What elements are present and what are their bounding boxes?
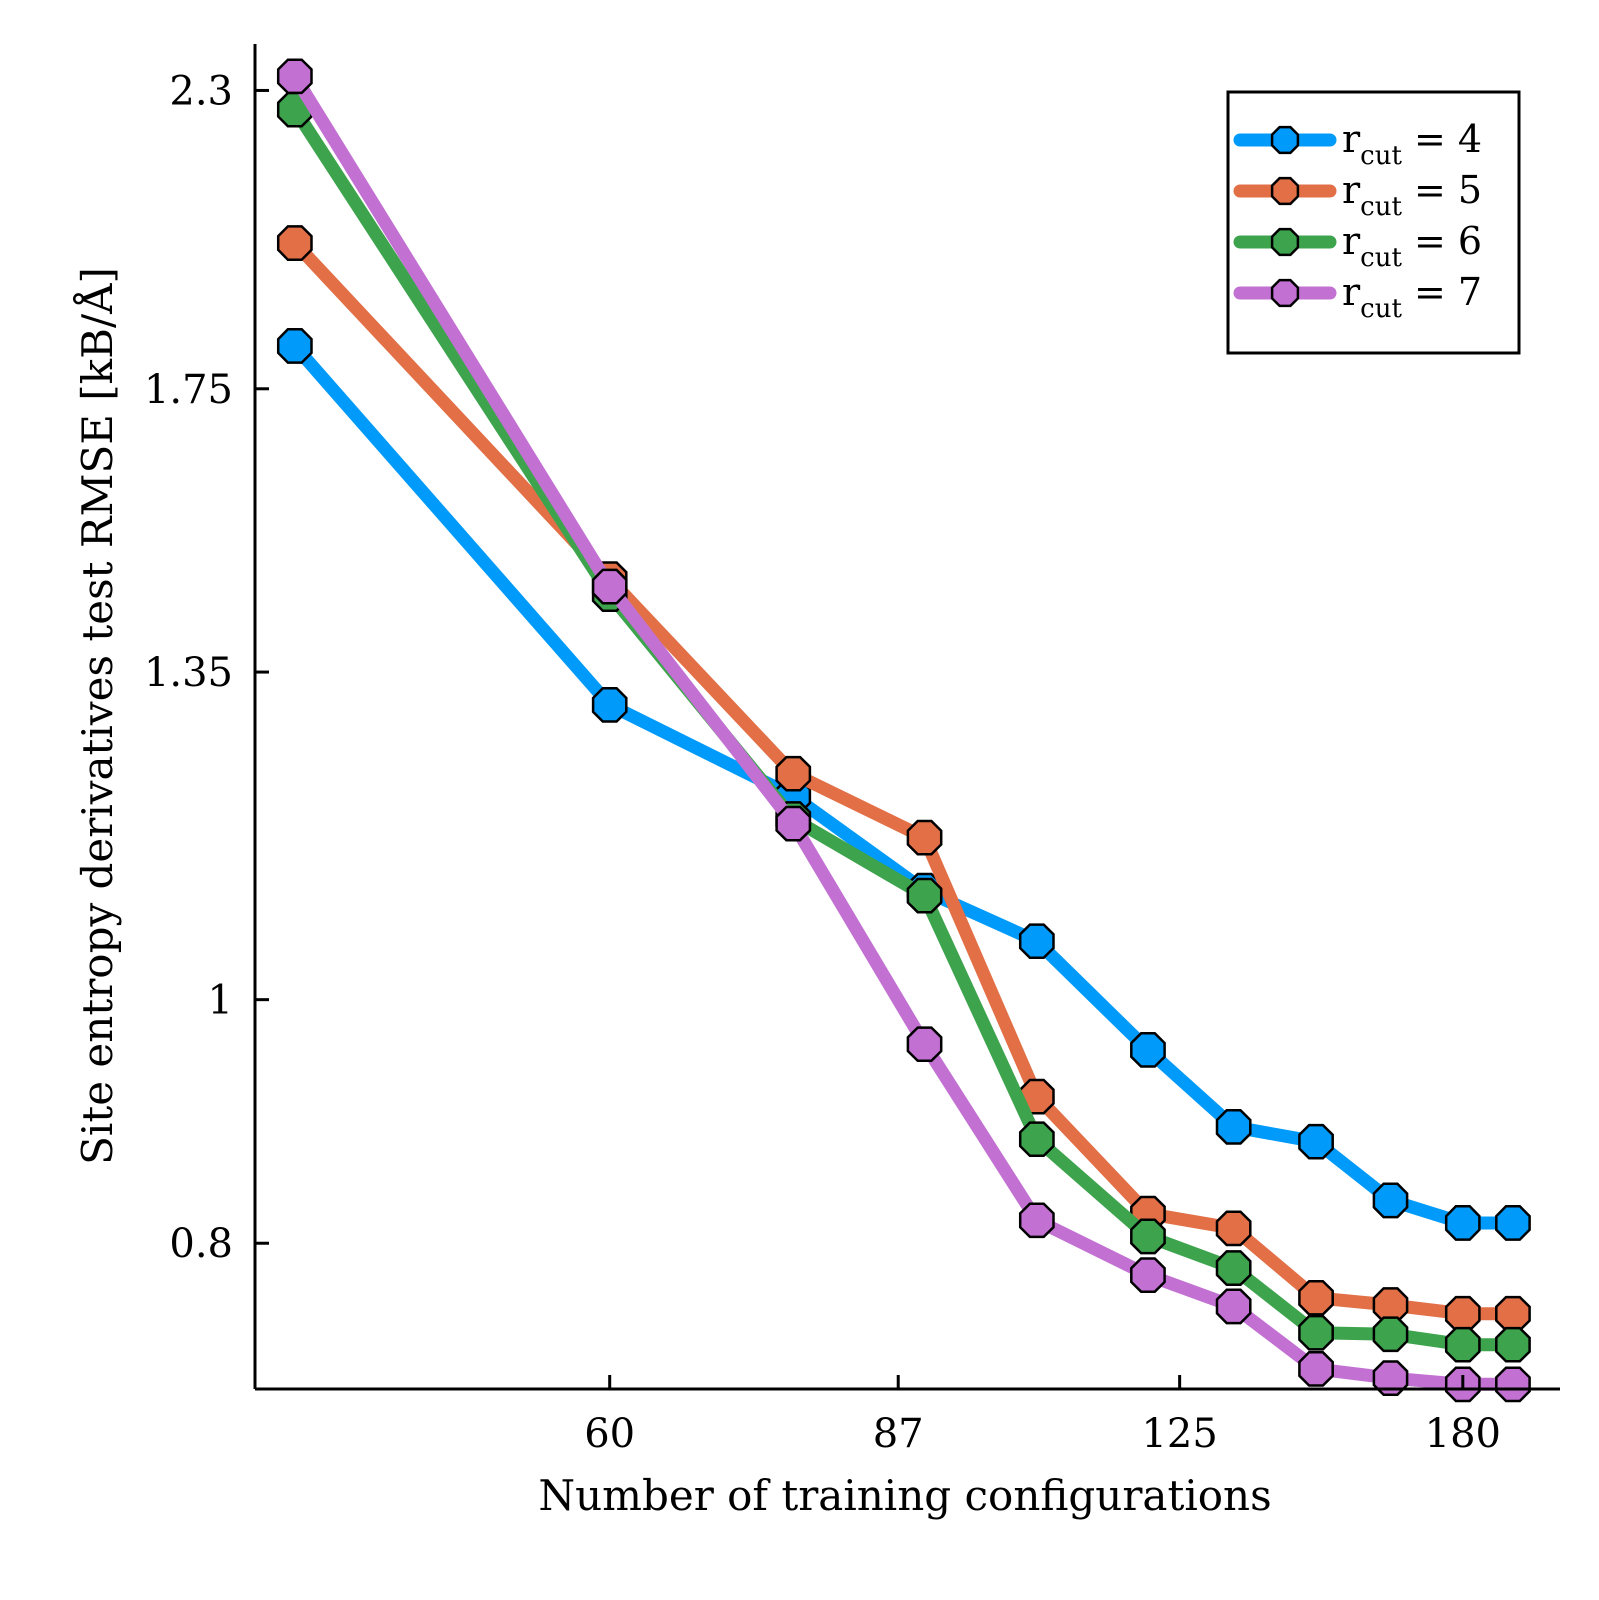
- data-point: [1018, 923, 1055, 960]
- x-tick-label: 180: [1425, 1411, 1501, 1457]
- data-point: [1495, 1205, 1531, 1241]
- legend-entry: rcut = 5: [1233, 168, 1482, 222]
- legend-swatch-marker: [1270, 125, 1300, 155]
- data-point: [1130, 1257, 1166, 1293]
- data-point: [1215, 1250, 1252, 1286]
- series-layer: [276, 58, 1531, 1403]
- y-tick-label: 1: [208, 978, 233, 1024]
- y-tick-label: 0.8: [169, 1221, 233, 1267]
- legend-entry: rcut = 7: [1233, 270, 1482, 324]
- series-line: [288, 339, 1520, 1230]
- data-point: [1495, 1366, 1531, 1403]
- data-point: [906, 877, 943, 914]
- legend-label: rcut = 5: [1342, 168, 1482, 222]
- data-point: [775, 755, 812, 792]
- data-point: [1215, 1288, 1252, 1325]
- x-ticks: 60 87 125 180: [584, 1375, 1501, 1457]
- legend-label: rcut = 7: [1342, 270, 1482, 324]
- data-point: [591, 687, 628, 723]
- data-point: [276, 225, 313, 261]
- y-tick-label: 2.3: [169, 68, 233, 114]
- data-point: [1372, 1182, 1409, 1219]
- data-point: [1215, 1108, 1252, 1145]
- data-point: [1298, 1279, 1334, 1316]
- legend-swatch-marker: [1270, 176, 1300, 206]
- legend-entry: rcut = 4: [1233, 117, 1482, 171]
- data-point: [276, 328, 313, 364]
- legend-label: rcut = 6: [1342, 219, 1482, 273]
- data-point: [1018, 1121, 1055, 1158]
- series-4: [276, 58, 1531, 1403]
- y-tick-label: 1.75: [144, 367, 233, 413]
- y-axis-title: Site entropy derivatives test RMSE [kB/Å…: [72, 267, 122, 1165]
- data-point: [1130, 1032, 1166, 1068]
- data-point: [1298, 1123, 1334, 1160]
- data-point: [775, 805, 812, 842]
- legend-swatch-marker: [1270, 278, 1300, 308]
- x-tick-label: 87: [873, 1411, 924, 1457]
- y-axis-title-text: Site entropy derivatives test RMSE [kB/Å…: [72, 267, 122, 1165]
- data-point: [1495, 1326, 1531, 1363]
- data-point: [906, 1026, 943, 1063]
- legend-label: rcut = 4: [1342, 117, 1482, 171]
- series-1: [276, 328, 1531, 1241]
- x-tick-label: 125: [1141, 1411, 1217, 1457]
- series-2: [276, 225, 1531, 1332]
- data-point: [591, 568, 628, 605]
- y-tick-label: 1.35: [144, 650, 233, 696]
- y-ticks: 0.8 1 1.35 1.75 2.3: [144, 68, 269, 1267]
- data-point: [1298, 1351, 1334, 1387]
- legend-swatch-marker: [1270, 227, 1300, 257]
- axes-layer: [253, 44, 1560, 1391]
- data-point: [1130, 1218, 1166, 1255]
- data-point: [1444, 1205, 1481, 1241]
- data-point: [1018, 1202, 1055, 1239]
- data-point: [1372, 1360, 1409, 1397]
- legend-entry: rcut = 6: [1233, 219, 1482, 273]
- x-tick-label: 60: [584, 1411, 635, 1457]
- data-point: [1372, 1316, 1409, 1353]
- data-point: [906, 819, 943, 856]
- data-point: [276, 58, 313, 95]
- data-point: [1444, 1295, 1481, 1332]
- data-point: [1495, 1295, 1531, 1332]
- data-point: [1215, 1210, 1252, 1247]
- data-point: [1298, 1314, 1334, 1351]
- data-point: [1444, 1326, 1481, 1363]
- x-axis-title: Number of training configurations: [538, 1471, 1271, 1520]
